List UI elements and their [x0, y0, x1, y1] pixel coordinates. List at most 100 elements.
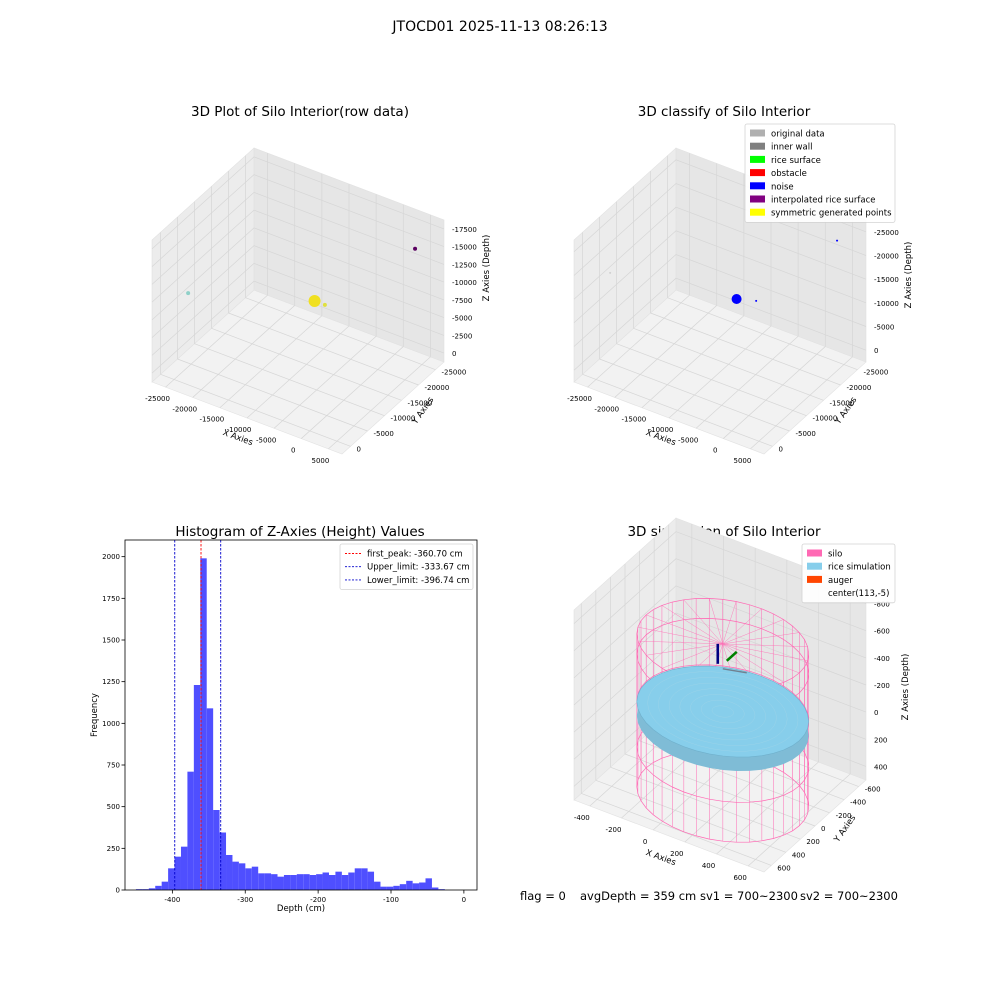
z-tick-label: 200 — [874, 736, 887, 744]
raw-data-3d-plot: 3D Plot of Silo Interior(row data) -2500… — [145, 104, 492, 465]
histogram-bar — [251, 866, 259, 890]
histogram-bar — [135, 889, 143, 890]
histogram-title: Histogram of Z-Axies (Height) Values — [175, 524, 424, 540]
y-tick-label: 750 — [107, 762, 120, 770]
x-gridline — [695, 336, 799, 429]
histogram-bar — [213, 810, 220, 890]
legend-swatch — [750, 182, 765, 190]
z-tick-label: -10000 — [452, 279, 477, 287]
classify-3d-plot: 3D classify of Silo Interior -25000-2000… — [567, 104, 914, 465]
x-gridline — [273, 336, 377, 429]
x-gridline — [641, 315, 745, 408]
y-tick-label: -15000 — [830, 399, 855, 407]
x-axis-label: Depth (cm) — [277, 904, 325, 914]
histogram-bar — [354, 868, 362, 890]
classify-plot-title: 3D classify of Silo Interior — [638, 104, 811, 120]
histogram-bar — [232, 861, 239, 890]
z-tick-label: -15000 — [452, 244, 477, 252]
z-gridline — [573, 639, 867, 733]
histogram-bar — [174, 856, 181, 890]
legend-swatch — [750, 129, 765, 137]
silo-wire-roof — [683, 599, 723, 645]
histogram-bar — [341, 875, 349, 890]
legend-entry: original data — [771, 130, 825, 140]
silo-wire-roof — [722, 643, 808, 647]
y-tick-label: 0 — [357, 445, 361, 453]
x-tick-label: 400 — [702, 862, 715, 870]
histogram-bar — [148, 888, 156, 890]
y-tick-label: -25000 — [442, 369, 467, 377]
x-tick-label: -20000 — [172, 405, 197, 413]
y-tick-label: -10000 — [391, 415, 416, 423]
z-axis-label: Z Axies (Depth) — [482, 235, 492, 302]
histogram-bar — [316, 874, 323, 890]
y-tick-label: -200 — [836, 812, 852, 820]
z-tick-label: -200 — [874, 682, 890, 690]
histogram-bar — [226, 855, 233, 890]
y-tick-label: -10000 — [813, 415, 838, 423]
y-axis-label: Frequency — [90, 693, 100, 737]
x-gridline — [328, 356, 431, 450]
y-tick-label: -600 — [865, 786, 881, 794]
y-gridline — [582, 374, 773, 447]
histogram-bar — [187, 771, 194, 890]
z-tick-label: -5000 — [874, 324, 894, 332]
auger-base-icon — [722, 668, 747, 674]
y-tick-label: 0 — [821, 825, 825, 833]
y-tick-label: -5000 — [796, 430, 816, 438]
z-tick-label: 0 — [452, 350, 456, 358]
legend-entry: noise — [771, 182, 794, 192]
raw-plot-title: 3D Plot of Silo Interior(row data) — [191, 104, 409, 120]
x-tick-label: 0 — [462, 896, 466, 904]
x-tick-label: 5000 — [734, 457, 752, 465]
y-gridline — [633, 328, 824, 401]
x-tick-label: -25000 — [145, 395, 170, 403]
y-tick-label: 0 — [779, 445, 783, 453]
z-gridline — [151, 174, 445, 267]
x-tick-label: -20000 — [594, 405, 619, 413]
histogram-bar — [380, 886, 387, 890]
legend-entry: rice surface — [771, 156, 821, 166]
legend-entry: interpolated rice surface — [771, 196, 876, 206]
legend-entry: inner wall — [771, 143, 812, 153]
z-tick-label: -10000 — [874, 300, 899, 308]
y-gridline — [650, 312, 841, 386]
depth-histogram: Histogram of Z-Axies (Height) Values -40… — [90, 524, 478, 914]
legend-entry: first_peak: -360.70 cm — [367, 550, 463, 560]
x-tick-label: 200 — [670, 850, 683, 858]
histogram-bar — [412, 883, 420, 890]
x-tick-label: -400 — [164, 896, 180, 904]
y-gridline — [581, 793, 772, 866]
histogram-bar — [303, 874, 310, 890]
x-tick-label: 0 — [713, 447, 717, 455]
data-point — [731, 294, 742, 305]
x-gridline — [750, 356, 853, 450]
silo-wire-roof — [661, 643, 723, 669]
x-tick-label: -200 — [310, 896, 326, 904]
y-gridline — [211, 328, 402, 401]
z-tick-label: 400 — [874, 763, 887, 771]
legend-swatch — [807, 549, 822, 557]
x-tick-label: -10000 — [649, 426, 674, 434]
data-point — [413, 246, 418, 251]
legend-box — [801, 543, 896, 604]
x-gridline — [723, 346, 826, 439]
z-tick-label: -5000 — [452, 315, 472, 323]
x-gridline — [301, 346, 404, 439]
data-point — [308, 295, 321, 308]
z-gridline — [573, 183, 867, 276]
legend-entry: rice simulation — [828, 563, 891, 573]
data-point — [322, 302, 327, 307]
x-gridline — [668, 325, 772, 419]
x-gridline — [192, 305, 295, 398]
rice-mesh-ring — [668, 682, 777, 741]
simulation-3d-plot: 3D simulation of Silo Interior -400-2000… — [573, 517, 911, 882]
y-tick-label: 1500 — [102, 637, 120, 645]
y-gridline — [194, 343, 385, 416]
y-tick-label: 200 — [806, 838, 819, 846]
histogram-bar — [335, 871, 342, 890]
z-tick-label: -400 — [874, 655, 890, 663]
histogram-bar — [361, 868, 368, 890]
y-gridline — [245, 297, 436, 370]
